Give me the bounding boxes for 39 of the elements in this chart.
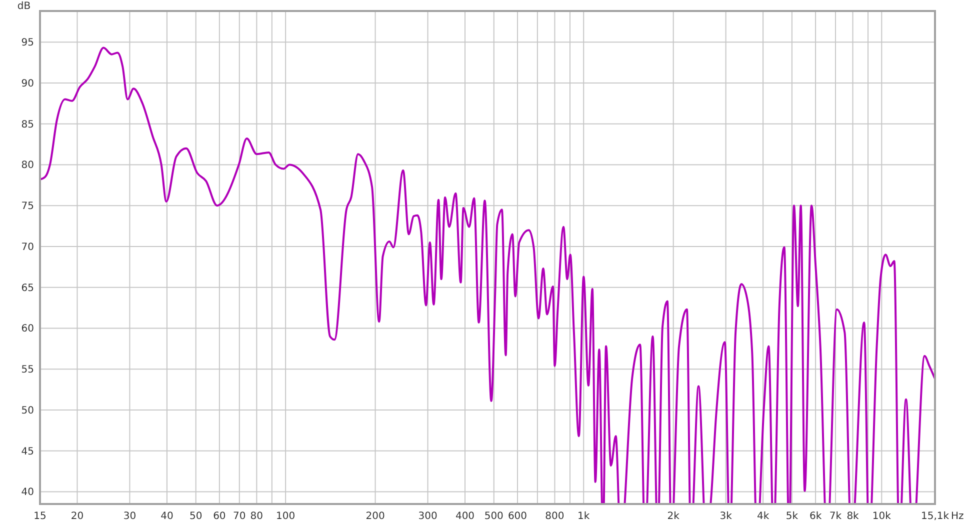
y-tick-label: 50 — [21, 405, 34, 416]
x-tick-label: 15,1k — [920, 511, 950, 522]
y-tick-label: 90 — [21, 78, 34, 90]
x-tick-label: 2k — [667, 511, 680, 522]
x-tick-label: 40 — [160, 511, 174, 522]
x-tick-label: 100 — [276, 511, 296, 522]
x-tick-label: 80 — [250, 511, 264, 522]
x-tick-label: 4k — [756, 511, 770, 522]
x-tick-label: 15 — [34, 511, 46, 522]
x-tick-label: 10k — [872, 511, 892, 522]
y-tick-label: 85 — [21, 119, 34, 130]
x-tick-label: 1k — [578, 511, 590, 522]
y-tick-label: 40 — [21, 487, 34, 498]
x-tick-label: 50 — [189, 511, 202, 522]
y-tick-label: 80 — [21, 160, 34, 172]
x-tick-label: 300 — [418, 511, 438, 522]
x-tick-label: 7k — [829, 511, 842, 522]
x-tick-label: 5k — [786, 511, 798, 522]
y-axis-title: dB — [17, 1, 31, 12]
y-tick-label: 55 — [21, 364, 34, 376]
x-tick-label: 8k — [846, 511, 860, 522]
x-tick-label: 70 — [233, 511, 246, 522]
x-tick-label: 200 — [366, 511, 385, 522]
y-tick-label: 65 — [21, 282, 34, 294]
x-tick-label: 20 — [70, 511, 84, 522]
x-tick-label: 60 — [213, 511, 226, 522]
x-axis-title: Hz — [951, 511, 964, 522]
x-tick-label: 600 — [508, 511, 528, 522]
y-tick-label: 75 — [21, 201, 34, 212]
x-tick-label: 800 — [545, 511, 564, 522]
y-tick-label: 45 — [21, 446, 34, 458]
x-tick-label: 500 — [484, 511, 504, 522]
x-tick-label: 400 — [455, 511, 475, 522]
x-tick-label: 3k — [720, 511, 732, 522]
y-tick-label: 95 — [21, 38, 34, 49]
y-tick-label: 70 — [21, 242, 34, 253]
x-tick-label: 30 — [123, 511, 136, 522]
y-tick-label: 60 — [21, 324, 34, 335]
x-tick-label: 6k — [809, 511, 822, 522]
